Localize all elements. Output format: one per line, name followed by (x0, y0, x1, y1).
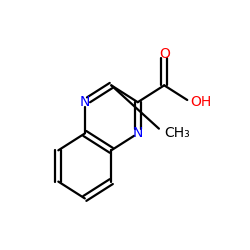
Text: N: N (80, 95, 90, 109)
Text: N: N (132, 126, 143, 140)
Text: CH₃: CH₃ (164, 126, 190, 140)
Text: O: O (159, 47, 170, 61)
Text: OH: OH (191, 95, 212, 109)
